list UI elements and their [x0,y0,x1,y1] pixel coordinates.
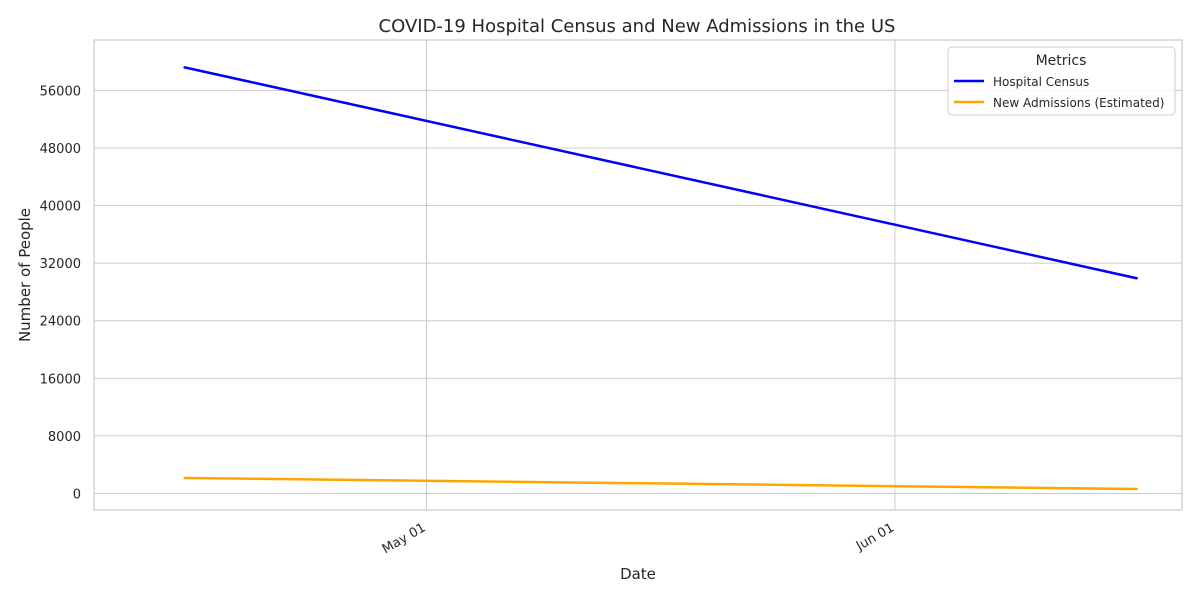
series-line-hospital-census [183,66,1138,280]
series-line-new-admissions-estimated [183,476,1138,491]
y-tick-label: 8000 [48,430,81,445]
chart-title: COVID-19 Hospital Census and New Admissi… [379,16,896,37]
y-tick-labels: 0 8000 16000 24000 32000 40000 48000 56000 [40,84,81,502]
x-tick-label: May 01 [380,520,429,557]
legend-box [947,46,1176,116]
x-tick-labels: May 01 Jun 01 [380,520,897,557]
legend-label-hospital-census: Hospital Census [993,75,1089,89]
x-tick-label: Jun 01 [853,520,897,554]
y-tick-label: 48000 [40,142,81,157]
series-lines [183,66,1138,491]
y-tick-label: 32000 [40,257,81,272]
plot-frame [93,39,1183,511]
y-tick-label: 0 [73,487,81,502]
y-tick-label: 24000 [40,315,81,330]
y-axis-label: Number of People [16,208,34,342]
y-tick-label: 56000 [40,84,81,99]
x-axis-label: Date [620,565,656,583]
legend: Metrics Hospital Census New Admissions (… [947,46,1176,116]
y-tick-label: 40000 [40,200,81,215]
grid-lines [94,40,1182,510]
y-tick-label: 16000 [40,372,81,387]
legend-title: Metrics [1036,53,1087,69]
legend-label-new-admissions: New Admissions (Estimated) [993,96,1164,110]
